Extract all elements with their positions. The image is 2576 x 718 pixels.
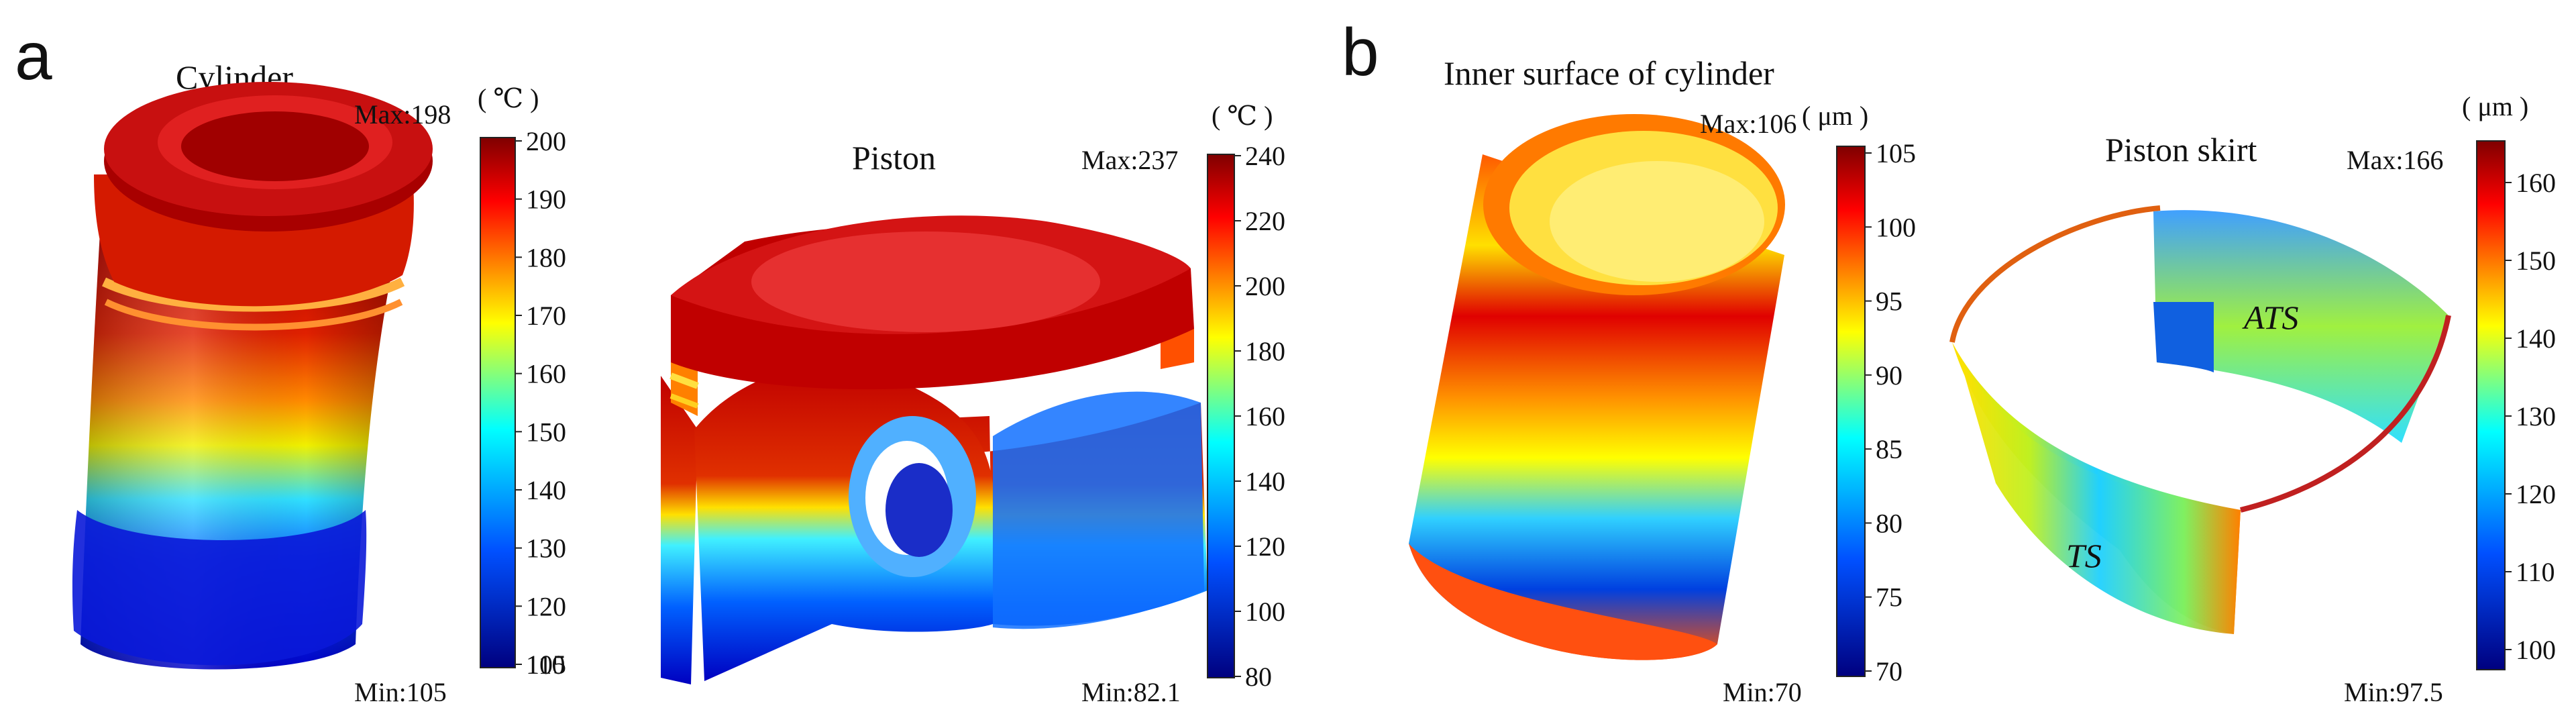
- colorbar-tick-label: 180: [526, 242, 566, 272]
- inner-colorbar-scale: [1836, 146, 1866, 677]
- piston-groove-1: [669, 372, 699, 389]
- cylinder-bore: [181, 111, 369, 181]
- colorbar-tick-label: 190: [526, 185, 566, 215]
- colorbar-tick-label: 150: [2516, 246, 2556, 276]
- colorbar-tick-label: 140: [2516, 323, 2556, 354]
- colorbar-tick-label: 200: [526, 126, 566, 156]
- colorbar-tick-label: 110: [2516, 557, 2555, 587]
- colorbar-tick-label: 170: [526, 301, 566, 331]
- skirt-colorbar: ( μm ) 160 150 140 130 120 110 100: [2462, 91, 2556, 670]
- inner-colorbar-ticks: 105 100 95 90 85 80 75 70: [1865, 138, 1916, 686]
- inner-unit: ( μm ): [1802, 101, 1868, 131]
- piston-title: Piston: [852, 139, 936, 176]
- skirt-ts-body: [1959, 356, 2241, 634]
- skirt-colorbar-ticks: 160 150 140 130 120 110 100: [2505, 168, 2556, 665]
- inner-surface-model: Inner surface of cylinder Max:106 Min:70: [1409, 54, 1802, 707]
- piston-colorbar-ticks: 240 220 200 180 160 140 120 100 80: [1234, 141, 1285, 692]
- piston-colorbar-scale: [1207, 154, 1235, 678]
- colorbar-tick-label: 220: [1245, 206, 1285, 236]
- panel-letter-a: a: [15, 19, 52, 94]
- piston-min-label: Min:82.1: [1081, 677, 1181, 707]
- colorbar-tick-label: 105: [1876, 138, 1916, 168]
- skirt-ats-panel: [2153, 210, 2449, 443]
- inner-surface-title: Inner surface of cylinder: [1444, 54, 1774, 92]
- piston-unit: ( ℃ ): [1212, 101, 1273, 131]
- skirt-unit: ( μm ): [2462, 91, 2528, 121]
- colorbar-tick-label: 90: [1876, 360, 1902, 391]
- cylinder-ring-2: [104, 299, 403, 331]
- panel-a: a Cylinder Max:198 Min:105 ( ℃ ): [15, 19, 1285, 707]
- skirt-ats-edge: [2153, 302, 2214, 372]
- colorbar-tick-label: 140: [1245, 466, 1285, 497]
- colorbar-tick-label: 80: [1876, 508, 1902, 538]
- skirt-front-rim: [2240, 315, 2451, 513]
- piston-bowl: [751, 232, 1100, 332]
- colorbar-tick-label: 70: [1876, 656, 1902, 686]
- colorbar-tick-label: 80: [1245, 662, 1272, 692]
- colorbar-tick-label: 180: [1245, 336, 1285, 366]
- cylinder-min-label: Min:105: [354, 677, 447, 707]
- colorbar-tick-label: 105: [526, 650, 566, 680]
- inner-max-label: Max:106: [1700, 109, 1796, 139]
- colorbar-tick-label: 85: [1876, 434, 1902, 464]
- colorbar-tick-label: 160: [526, 359, 566, 389]
- colorbar-tick-label: 120: [1245, 531, 1285, 562]
- colorbar-tick-label: 200: [1245, 271, 1285, 301]
- colorbar-tick-label: 100: [2516, 635, 2556, 665]
- cylinder-colorbar-scale: [480, 137, 516, 668]
- piston-skirt-title: Piston skirt: [2105, 131, 2257, 168]
- skirt-back-rim-left: [1949, 205, 2161, 343]
- skirt-min-label: Min:97.5: [2344, 677, 2443, 707]
- colorbar-tick-label: 100: [1245, 597, 1285, 627]
- cylinder-unit: ( ℃ ): [478, 83, 539, 113]
- skirt-label-ats: ATS: [2242, 299, 2299, 336]
- cylinder-max-label: Max:198: [354, 99, 451, 130]
- colorbar-tick-label: 120: [526, 591, 566, 621]
- inner-colorbar: ( μm ) 105 100 95 90 85 80 75 70: [1802, 101, 1916, 686]
- cylinder-lower-band: [72, 510, 367, 666]
- colorbar-tick-label: 130: [526, 533, 566, 564]
- colorbar-tick-label: 240: [1245, 141, 1285, 171]
- skirt-label-ts: TS: [2066, 537, 2102, 574]
- inner-surface-bottom-rim: [1409, 544, 1717, 660]
- skirt-max-label: Max:166: [2347, 145, 2443, 175]
- colorbar-tick-label: 100: [1876, 212, 1916, 242]
- colorbar-tick-label: 75: [1876, 582, 1902, 613]
- piston-groove-2: [669, 393, 699, 409]
- colorbar-tick-label: 95: [1876, 287, 1902, 317]
- inner-min-label: Min:70: [1723, 677, 1802, 707]
- colorbar-tick-label: 140: [526, 475, 566, 505]
- cylinder-model: Cylinder Max:198 Min:105: [72, 58, 451, 707]
- piston-pin-bore: [885, 463, 953, 557]
- panel-letter-b: b: [1342, 15, 1379, 90]
- colorbar-tick-label: 110: [526, 650, 566, 680]
- panel-b: b Inner surface of cylinder Max:106 Min:…: [1342, 15, 2556, 707]
- colorbar-tick-label: 160: [2516, 168, 2556, 198]
- colorbar-tick-label: 120: [2516, 479, 2556, 509]
- piston-skirt-model: Piston skirt ATS TS Max:166 Min:97.5: [1949, 131, 2451, 707]
- inner-surface-highlight: [1550, 161, 1764, 282]
- piston-colorbar: ( ℃ ) 240 220 200 180 160 140 120 100 80: [1207, 101, 1285, 692]
- colorbar-tick-label: 130: [2516, 401, 2556, 431]
- piston-right-side: [993, 391, 1204, 629]
- cylinder-ring-1: [101, 277, 405, 312]
- piston-model: Piston Max:237 Min:82.1: [661, 139, 1208, 707]
- colorbar-tick-label: 160: [1245, 401, 1285, 431]
- skirt-colorbar-scale: [2476, 140, 2506, 670]
- piston-max-label: Max:237: [1081, 145, 1178, 175]
- colorbar-tick-label: 150: [526, 417, 566, 447]
